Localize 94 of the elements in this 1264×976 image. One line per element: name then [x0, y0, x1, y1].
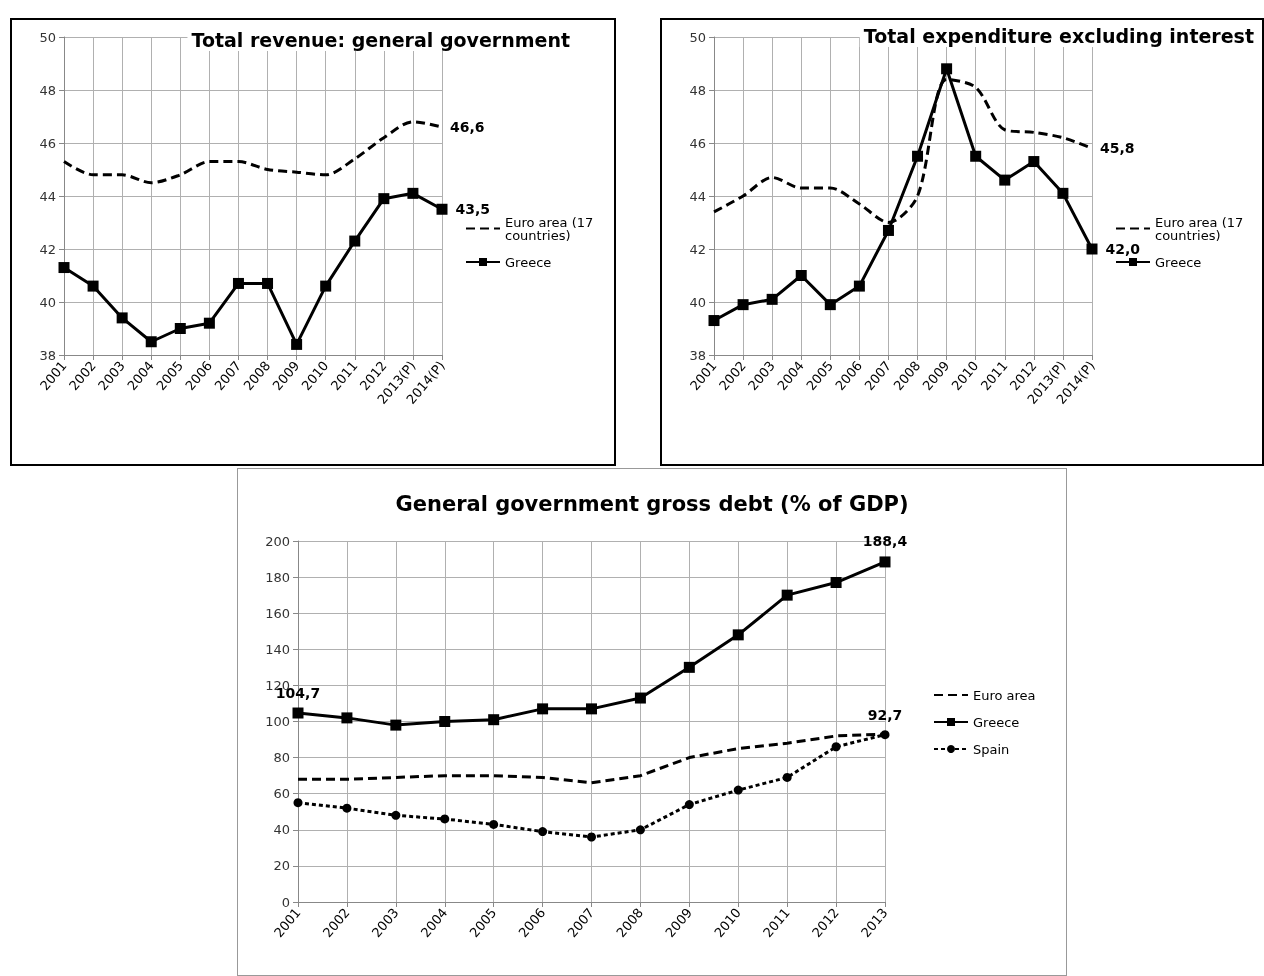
point [262, 277, 274, 289]
point [116, 312, 128, 324]
point [684, 800, 694, 810]
point [390, 719, 402, 731]
legend-label: Euro area [973, 687, 1036, 703]
point [732, 629, 744, 641]
y-tick-label: 80 [273, 750, 290, 766]
y-tick-label: 140 [265, 641, 290, 657]
point [941, 63, 953, 75]
point [391, 810, 401, 820]
y-tick-label: 0 [281, 894, 290, 910]
point [1028, 156, 1040, 168]
point [737, 299, 749, 311]
point [232, 277, 244, 289]
point [489, 819, 499, 829]
legend-label: Spain [973, 741, 1010, 757]
chart-title: Total expenditure excluding interest [863, 24, 1255, 47]
y-tick-label: 40 [39, 294, 56, 310]
point [587, 832, 596, 842]
point [708, 315, 720, 327]
point [291, 338, 303, 350]
y-tick-label: 42 [39, 241, 56, 257]
y-tick-label: 50 [39, 29, 56, 45]
point [378, 193, 390, 205]
y-tick-label: 60 [273, 786, 290, 802]
y-tick-label: 50 [689, 29, 706, 45]
y-tick-label: 42 [689, 241, 706, 257]
point [766, 293, 778, 305]
y-tick-label: 200 [265, 533, 290, 549]
legend-label: Greece [1155, 254, 1202, 270]
y-tick-label: 44 [689, 188, 706, 204]
data-label: 46,6 [450, 119, 485, 136]
point [87, 280, 99, 292]
point [879, 556, 891, 568]
point [831, 742, 841, 752]
point [1057, 187, 1069, 199]
point [912, 150, 924, 162]
point [683, 661, 695, 673]
point [293, 798, 303, 808]
chart-title: General government gross debt (% of GDP) [395, 491, 909, 516]
point [174, 323, 186, 334]
y-tick-label: 44 [39, 188, 56, 204]
point [781, 589, 793, 601]
y-tick-label: 40 [273, 822, 290, 838]
point [882, 224, 894, 236]
y-tick-label: 40 [689, 294, 706, 310]
point [538, 827, 548, 837]
point [824, 299, 836, 311]
point [145, 336, 157, 348]
point [58, 262, 70, 274]
legend-label: Euro area (17 countries) [1155, 214, 1248, 243]
y-tick-label: 48 [39, 82, 56, 98]
point [341, 712, 353, 724]
y-tick-label: 180 [265, 569, 290, 585]
point [292, 707, 304, 719]
point [488, 714, 500, 726]
legend-label: Greece [505, 254, 552, 270]
y-tick-label: 46 [39, 135, 56, 151]
point [342, 803, 352, 813]
point [1086, 243, 1098, 255]
legend-label: Greece [973, 714, 1020, 730]
data-label: 188,4 [862, 533, 908, 550]
point [880, 730, 890, 740]
y-tick-label: 48 [689, 82, 706, 98]
point [634, 692, 646, 704]
point [436, 203, 448, 215]
point [999, 174, 1011, 186]
data-label: 42,0 [1105, 241, 1141, 257]
y-tick-label: 38 [39, 347, 56, 363]
point [439, 716, 451, 727]
point [782, 772, 792, 782]
point [830, 577, 842, 589]
point [635, 825, 645, 835]
point [853, 280, 865, 292]
y-tick-label: 100 [265, 714, 290, 729]
point [440, 814, 450, 824]
legend-label: Euro area (17 countries) [505, 214, 598, 243]
point [733, 785, 743, 795]
point [795, 270, 807, 281]
y-tick-label: 38 [689, 347, 706, 363]
point [586, 703, 597, 715]
y-tick-label: 160 [265, 605, 290, 621]
data-label: 92,7 [867, 707, 903, 724]
data-label: 45,8 [1100, 140, 1135, 157]
point [203, 317, 215, 329]
point [320, 280, 332, 292]
y-tick-label: 20 [273, 858, 290, 874]
point [537, 703, 549, 715]
chart-title: Total revenue: general government [191, 28, 571, 51]
data-label: 43,5 [455, 201, 491, 218]
y-tick-label: 46 [689, 135, 706, 151]
point [407, 187, 419, 199]
point [349, 235, 361, 247]
point [970, 150, 982, 162]
